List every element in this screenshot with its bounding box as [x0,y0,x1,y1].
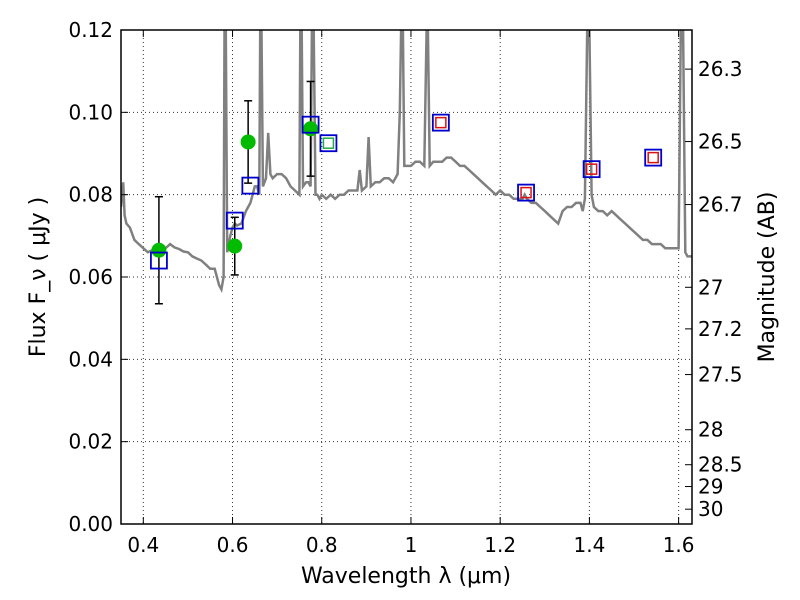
y-tick-label: 0.02 [68,430,113,454]
x-axis-label: Wavelength λ (μm) [301,564,511,589]
model-photometry-inner-square [435,116,447,129]
right-tick-label: 28 [698,418,723,442]
axis-ticks [121,29,692,525]
model-photometry-square [431,113,450,132]
measured-flux-point [240,134,256,150]
y-tick-label: 0.08 [68,183,113,207]
model-photometry-square [319,134,338,153]
right-tick-label: 26.3 [698,57,743,81]
model-photometry-square [644,148,663,167]
model-photometry-square [301,115,320,134]
y-tick-label: 0.06 [68,265,113,289]
model-photometry-square [225,211,244,230]
model-photometry-square [582,160,601,179]
measured-flux-point [303,121,319,137]
y-axis-label-right: Magnitude (AB) [755,192,780,363]
x-tick-label: 1.4 [573,533,605,557]
right-tick-label: 27.5 [698,363,743,387]
model-photometry-inner-square [520,186,532,199]
x-tick-label: 1.6 [663,533,695,557]
x-tick-label: 0.4 [127,533,159,557]
x-tick-label: 1.2 [484,533,516,557]
tick-labels: 0.4 0.6 0.8 1 1.2 1.4 1.6 0.00 0.02 0.04 0.06 0.08 0… [68,18,742,557]
data-points [150,80,663,305]
model-spectrum-line [121,30,692,294]
model-photometry-inner-square [585,163,598,175]
model-photometry-inner-square [647,151,659,164]
y-axis-label-left: Flux F_ν ( μJy ) [26,197,51,357]
measured-flux-point [151,242,167,258]
right-tick-label: 30 [698,497,723,521]
model-photometry-square [517,183,535,202]
x-tick-label: 1 [405,533,418,557]
right-tick-label: 27 [698,275,723,299]
right-tick-label: 28.5 [698,453,743,477]
right-tick-label: 26.5 [698,130,743,154]
model-photometry-square [241,176,260,195]
x-tick-label: 0.6 [217,533,249,557]
model-photometry-inner-square [322,137,335,149]
right-tick-label: 26.7 [698,193,743,217]
measured-flux-point [227,238,243,254]
right-tick-label: 29 [698,475,723,499]
y-tick-label: 0.10 [68,100,113,124]
y-tick-label: 0.00 [68,512,113,536]
y-tick-label: 0.04 [68,347,113,371]
y-tick-label: 0.12 [68,18,113,42]
plot-area [121,30,692,524]
model-photometry-square [150,251,168,270]
right-tick-label: 27.2 [698,317,743,341]
x-tick-label: 0.8 [306,533,338,557]
